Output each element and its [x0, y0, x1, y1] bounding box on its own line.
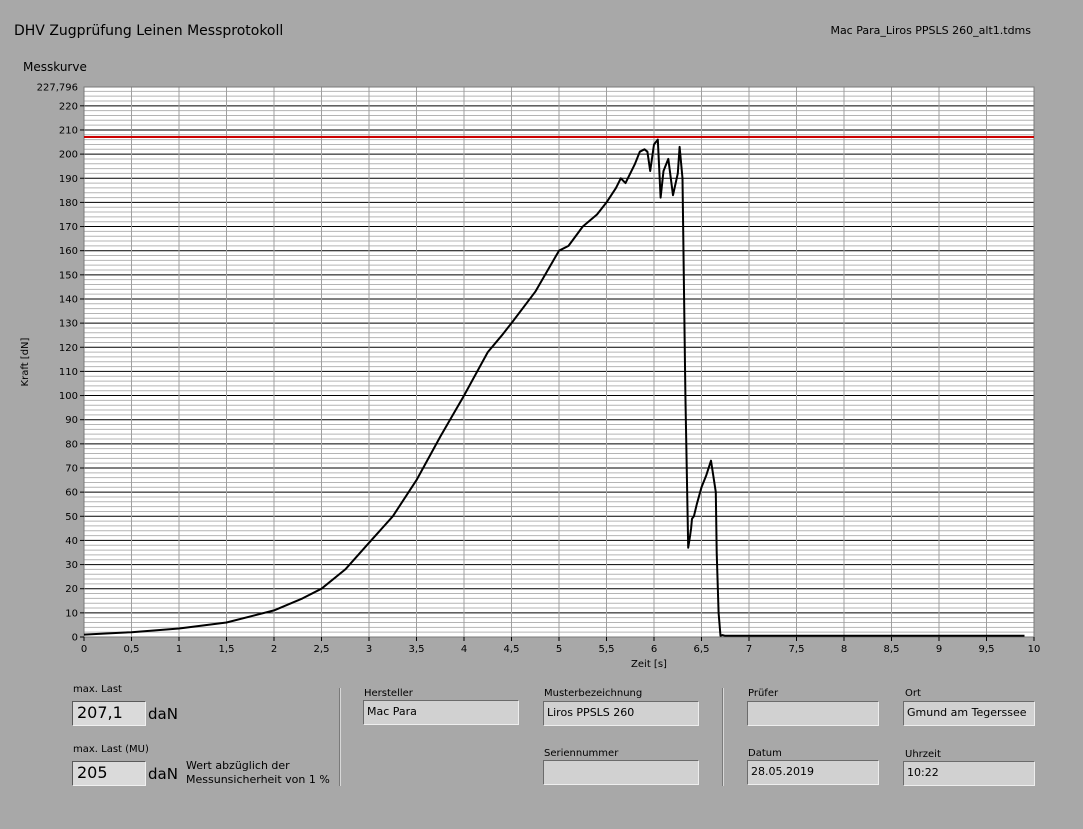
y-tick-label: 180: [59, 198, 78, 209]
max-last-unit: daN: [148, 705, 178, 723]
file-name: Mac Para_Liros PPSLS 260_alt1.tdms: [830, 24, 1031, 37]
y-tick-label: 150: [59, 270, 78, 281]
y-tick-label: 30: [65, 560, 78, 571]
y-tick-label: 160: [59, 246, 78, 257]
x-tick-label: 4: [461, 644, 467, 655]
separator-left: [339, 688, 341, 786]
y-tick-label: 170: [59, 222, 78, 233]
seriennummer-field: [543, 760, 699, 785]
max-last-label: max. Last: [73, 684, 122, 695]
y-tick-label: 90: [65, 415, 78, 426]
x-tick-label: 6,5: [694, 644, 710, 655]
mu-note-line-1: Wert abzüglich der: [186, 759, 290, 772]
y-tick-label: 50: [65, 512, 78, 523]
datum-field: 28.05.2019: [747, 760, 879, 785]
datum-label: Datum: [748, 748, 782, 759]
x-axis-label: Zeit [s]: [631, 659, 667, 670]
x-tick-label: 1: [176, 644, 182, 655]
max-last-field: 207,1: [72, 701, 146, 726]
force-time-chart: 0102030405060708090100110120130140150160…: [20, 83, 1041, 671]
hersteller-label: Hersteller: [364, 688, 413, 699]
x-tick-label: 0,5: [124, 644, 140, 655]
musterbezeichnung-field: Liros PPSLS 260: [543, 701, 699, 726]
y-tick-label: 0: [72, 633, 78, 644]
x-tick-label: 7,5: [789, 644, 805, 655]
x-tick-label: 2,5: [314, 644, 330, 655]
separator-right: [722, 688, 724, 786]
y-tick-label: 80: [65, 439, 78, 450]
x-tick-label: 5,5: [599, 644, 615, 655]
y-tick-label: 120: [59, 343, 78, 354]
force-curve: [83, 138, 1025, 637]
x-tick-label: 8,5: [884, 644, 900, 655]
seriennummer-label: Seriennummer: [544, 748, 619, 759]
max-last-mu-field: 205: [72, 761, 146, 786]
x-tick-label: 4,5: [504, 644, 520, 655]
x-tick-label: 10: [1028, 644, 1041, 655]
uhrzeit-label: Uhrzeit: [905, 749, 941, 760]
y-tick-label: 20: [65, 584, 78, 595]
y-max-label: 227,796: [37, 83, 78, 94]
x-tick-label: 0: [81, 644, 87, 655]
page-title: DHV Zugprüfung Leinen Messprotokoll: [14, 23, 284, 39]
hersteller-field: Mac Para: [363, 700, 519, 725]
y-tick-label: 70: [65, 463, 78, 474]
y-axis-label: Kraft [dN]: [20, 337, 31, 386]
ort-label: Ort: [905, 688, 921, 699]
x-tick-label: 6: [651, 644, 657, 655]
x-tick-label: 5: [556, 644, 562, 655]
y-tick-label: 60: [65, 488, 78, 499]
x-tick-label: 7: [746, 644, 752, 655]
musterbezeichnung-label: Musterbezeichnung: [544, 688, 643, 699]
y-tick-label: 190: [59, 174, 78, 185]
max-last-mu-label: max. Last (MU): [73, 744, 149, 755]
y-tick-label: 100: [59, 391, 78, 402]
x-tick-label: 8: [841, 644, 847, 655]
pruefer-field: [747, 701, 879, 726]
x-tick-label: 1,5: [219, 644, 235, 655]
y-tick-label: 10: [65, 608, 78, 619]
y-tick-label: 200: [59, 150, 78, 161]
pruefer-label: Prüfer: [748, 688, 779, 699]
x-tick-label: 2: [271, 644, 277, 655]
y-tick-label: 110: [59, 367, 78, 378]
x-tick-label: 9: [936, 644, 942, 655]
y-tick-label: 40: [65, 536, 78, 547]
ort-field: Gmund am Tegerssee: [903, 701, 1035, 726]
uhrzeit-field: 10:22: [903, 761, 1035, 786]
max-last-mu-unit: daN: [148, 765, 178, 783]
y-tick-label: 210: [59, 125, 78, 136]
chart-title: Messkurve: [23, 60, 87, 74]
y-tick-label: 220: [59, 101, 78, 112]
y-tick-label: 130: [59, 319, 78, 330]
x-tick-label: 3,5: [409, 644, 425, 655]
y-tick-label: 140: [59, 294, 78, 305]
x-tick-label: 9,5: [979, 644, 995, 655]
x-tick-label: 3: [366, 644, 372, 655]
mu-note-line-2: Messunsicherheit von 1 %: [186, 773, 330, 786]
